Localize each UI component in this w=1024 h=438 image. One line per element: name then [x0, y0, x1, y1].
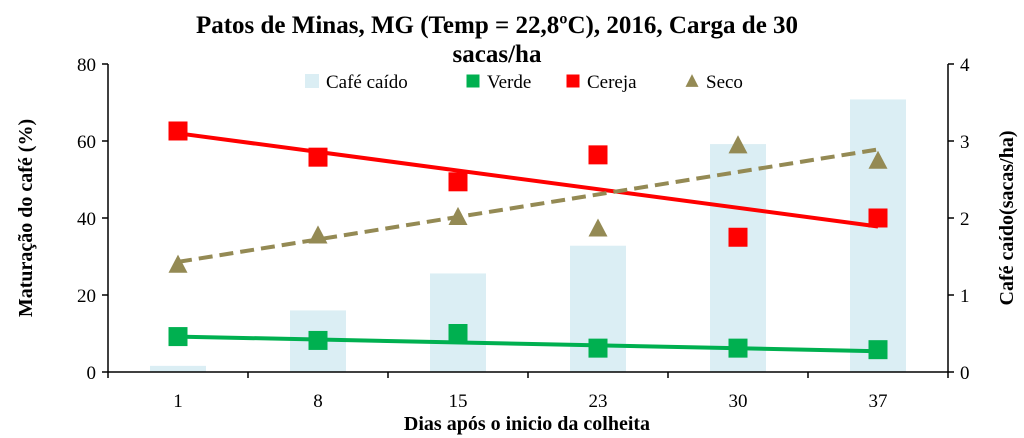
y-tick-label-right: 1 — [960, 286, 970, 307]
trendline-seco — [177, 147, 879, 264]
legend-marker-seco — [685, 74, 699, 87]
point-cereja — [308, 147, 328, 167]
bars-group — [150, 99, 906, 373]
x-tick-label: 1 — [173, 391, 183, 412]
point-cereja — [588, 145, 608, 165]
trendline-verde — [177, 334, 879, 354]
point-seco — [728, 135, 748, 154]
point-cereja — [728, 227, 748, 247]
point-cereja — [868, 208, 888, 228]
y-tick-label-left: 0 — [87, 363, 97, 384]
y-tick-label-right: 3 — [960, 132, 970, 153]
point-seco — [308, 225, 328, 244]
point-verde — [308, 330, 328, 350]
point-cereja — [168, 121, 188, 141]
trendlines-group — [177, 131, 879, 354]
point-verde — [868, 340, 888, 360]
legend-swatch-cafe-caido — [305, 74, 319, 88]
x-tick-label: 23 — [589, 391, 608, 412]
x-tick-label: 30 — [729, 391, 748, 412]
point-cereja — [448, 172, 468, 192]
legend-marker-cereja — [566, 74, 580, 88]
bar-cafe-caido — [710, 144, 766, 372]
legend-marker-verde — [466, 74, 480, 88]
y-tick-label-right: 0 — [960, 363, 970, 384]
y-tick-label-right: 2 — [960, 209, 970, 230]
point-seco — [448, 206, 468, 226]
y-tick-label-left: 60 — [77, 132, 96, 153]
legend-label: Verde — [487, 72, 531, 93]
legend-label: Seco — [706, 72, 743, 93]
bar-cafe-caido — [850, 99, 906, 373]
x-tick-label: 8 — [313, 391, 323, 412]
bar-cafe-caido — [430, 273, 486, 372]
chart-title-line2: sacas/ha — [453, 41, 542, 68]
point-verde — [728, 338, 748, 358]
bar-cafe-caido — [150, 365, 206, 372]
legend-label: Cereja — [587, 72, 637, 93]
y-tick-label-right: 4 — [960, 55, 970, 76]
point-verde — [588, 338, 608, 358]
point-seco — [588, 218, 608, 237]
y-tick-label-left: 20 — [77, 286, 96, 307]
markers-group — [168, 121, 888, 360]
x-tick-label: 37 — [869, 391, 888, 412]
point-seco — [868, 150, 888, 169]
point-seco — [168, 254, 188, 273]
legend: Café caído Verde Cereja Seco — [305, 72, 743, 93]
y-axis-label-left: Maturação do café (%) — [15, 119, 37, 317]
chart-title-line1: Patos de Minas, MG (Temp = 22,8ºC), 2016… — [196, 12, 798, 39]
y-tick-label-left: 80 — [77, 55, 96, 76]
x-axis-label: Dias após o inicio da colheita — [404, 413, 650, 435]
y-tick-label-left: 40 — [77, 209, 96, 230]
point-verde — [168, 327, 188, 347]
y-axis-label-right: Café caído(sacas/ha) — [996, 131, 1018, 306]
point-verde — [448, 324, 468, 343]
x-tick-label: 15 — [449, 391, 468, 412]
trendline-cereja — [177, 131, 879, 229]
legend-label: Café caído — [326, 72, 408, 93]
